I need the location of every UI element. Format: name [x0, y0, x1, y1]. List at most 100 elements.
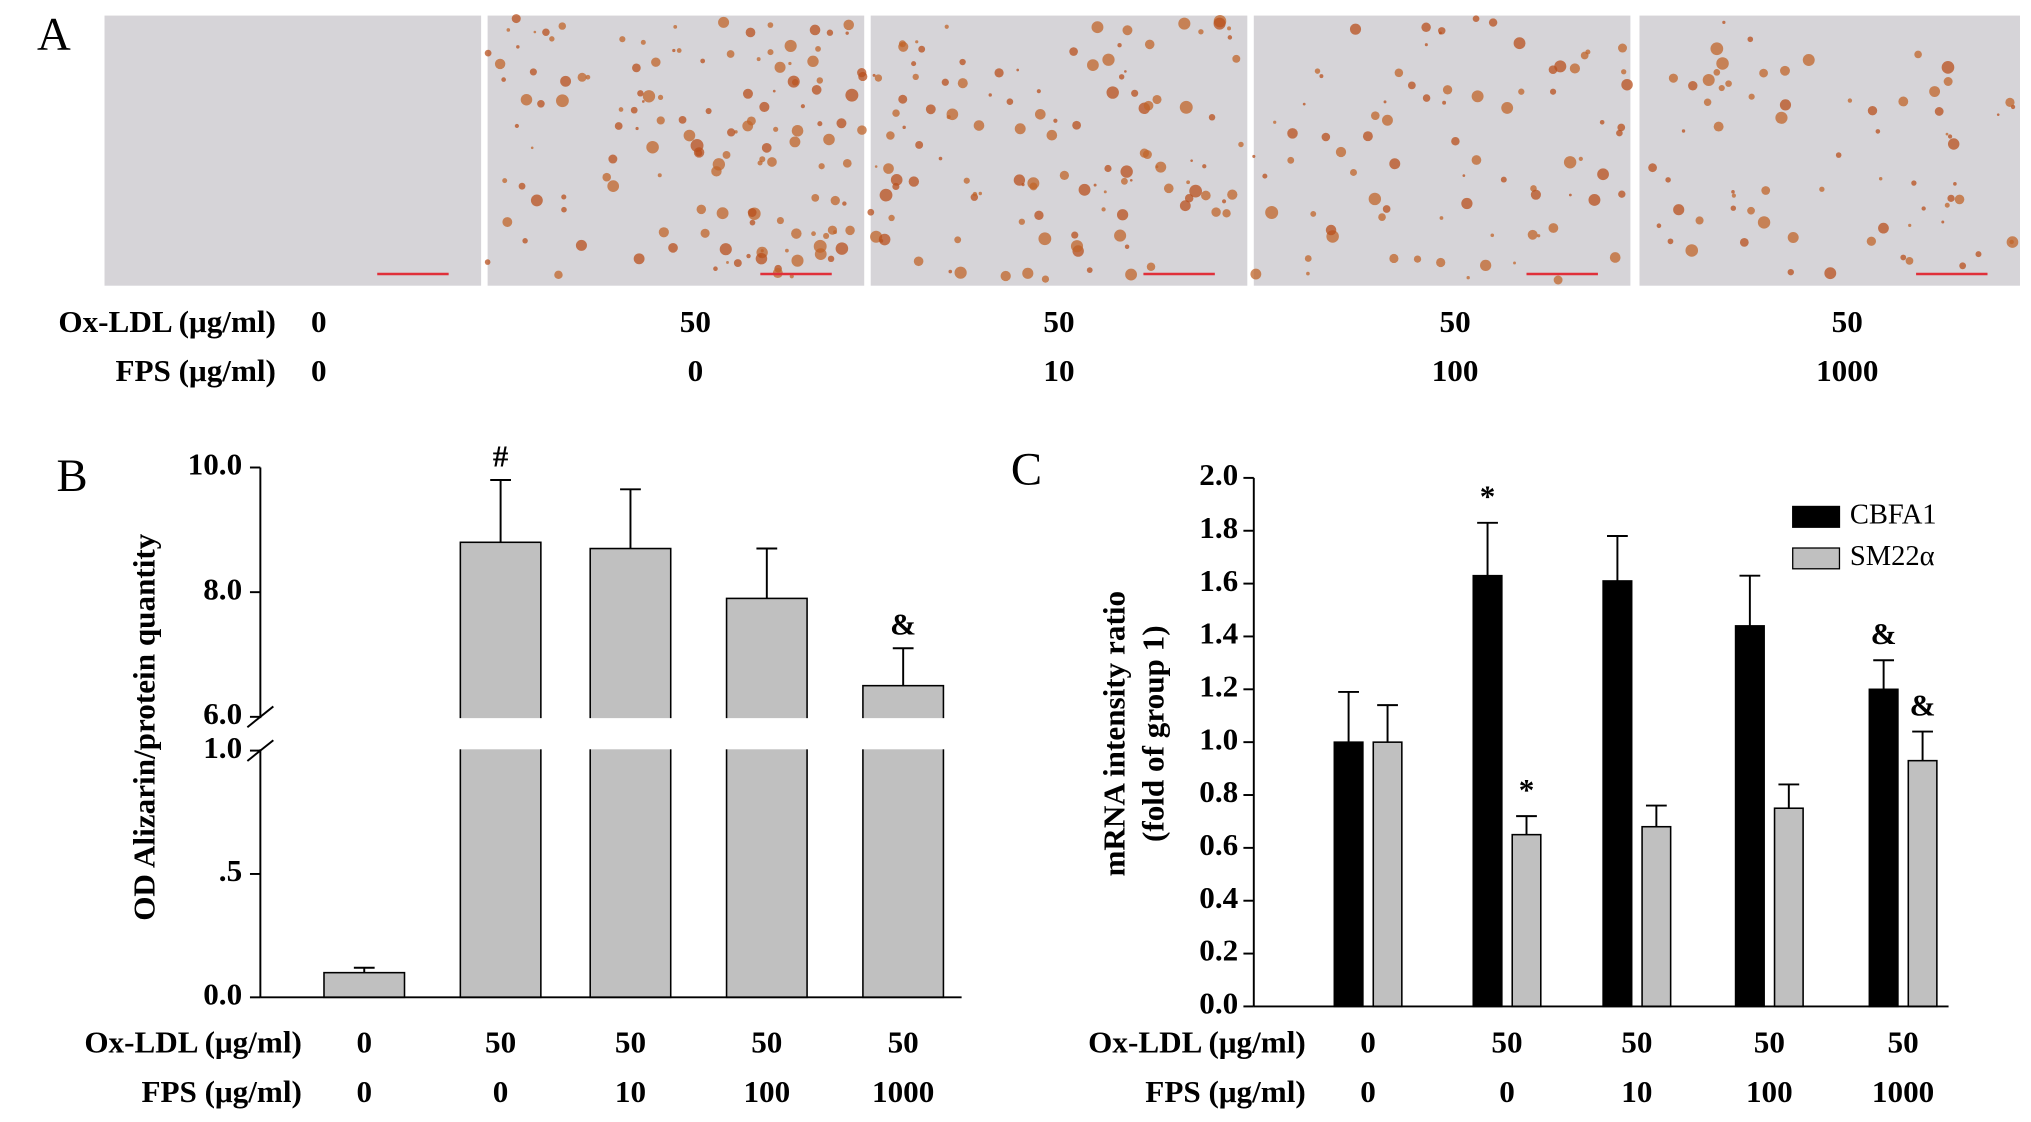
- panel-label: C: [1011, 444, 1042, 496]
- stain-spot: [1681, 129, 1686, 133]
- stain-spot: [1438, 31, 1442, 35]
- stain-spot: [898, 40, 906, 48]
- stain-spot: [842, 201, 847, 206]
- stain-spot: [1739, 238, 1749, 247]
- stain-spot: [1046, 129, 1058, 141]
- stain-spot: [549, 36, 555, 42]
- stain-spot: [726, 261, 729, 264]
- stain-spot: [501, 77, 506, 82]
- stain-spot: [857, 125, 867, 135]
- stain-spot: [1383, 100, 1387, 104]
- stain-spot: [807, 55, 819, 68]
- stain-spot: [1471, 90, 1484, 103]
- stain-spot: [826, 29, 834, 36]
- condition-value: 100: [1432, 353, 1479, 388]
- stain-spot: [1439, 216, 1444, 220]
- stain-spot: [1070, 240, 1084, 253]
- stain-spot: [1929, 86, 1941, 97]
- stain-spot: [845, 31, 849, 35]
- stain-spot: [892, 109, 900, 117]
- stain-spot: [941, 78, 949, 86]
- stain-spot: [1617, 43, 1628, 53]
- stain-spot: [1086, 267, 1093, 274]
- stain-spot: [842, 158, 852, 168]
- y-tick-label: 6.0: [203, 696, 242, 731]
- stain-spot: [1120, 165, 1133, 178]
- stain-spot: [898, 94, 908, 104]
- stain-spot: [608, 154, 618, 164]
- stain-spot: [1996, 113, 2000, 116]
- stain-spot: [1198, 29, 1204, 35]
- stain-spot: [484, 259, 491, 265]
- stain-spot: [1530, 189, 1541, 200]
- stain-spot: [700, 58, 706, 64]
- axis-break-gap: [244, 718, 962, 750]
- stain-spot: [1125, 268, 1137, 281]
- stain-spot: [1006, 98, 1014, 106]
- stain-spot: [554, 270, 563, 280]
- stain-spot: [1093, 183, 1097, 187]
- x-tick-label: 50: [888, 1025, 919, 1060]
- stain-spot: [718, 16, 730, 28]
- stain-spot: [2005, 97, 2015, 108]
- stain-spot: [772, 89, 776, 93]
- stain-spot: [1213, 17, 1226, 30]
- row-label: Ox-LDL (μg/ml): [58, 304, 276, 339]
- stain-spot: [511, 14, 521, 24]
- stain-spot: [1129, 178, 1133, 182]
- stain-spot: [716, 207, 729, 220]
- stain-spot: [746, 116, 756, 126]
- stain-spot: [1667, 238, 1674, 245]
- stain-spot: [1222, 209, 1231, 218]
- stain-spot: [948, 269, 953, 274]
- stain-spot: [879, 188, 893, 202]
- stain-spot: [1568, 193, 1572, 197]
- stain-spot: [1104, 164, 1112, 173]
- stain-spot: [1078, 183, 1091, 196]
- condition-value: 50: [1440, 304, 1471, 339]
- stain-spot: [1501, 101, 1514, 114]
- stain-spot: [767, 157, 777, 167]
- stain-spot: [711, 166, 722, 177]
- stain-spot: [1036, 89, 1041, 94]
- stain-spot: [1518, 88, 1525, 95]
- stain-spot: [1211, 207, 1221, 217]
- x-row-label: Ox-LDL (μg/ml): [84, 1025, 302, 1060]
- stain-spot: [1713, 121, 1724, 132]
- stain-spot: [672, 48, 676, 53]
- stain-spot: [1480, 259, 1492, 271]
- stain-spot: [1287, 156, 1295, 164]
- stain-spot: [1314, 68, 1321, 74]
- stain-spot: [1155, 161, 1167, 173]
- stain-spot: [1101, 207, 1106, 212]
- stain-spot: [818, 163, 825, 170]
- stain-spot: [558, 22, 567, 30]
- bar: [1773, 807, 1804, 1008]
- stain-spot: [516, 45, 520, 49]
- stain-spot: [1875, 129, 1881, 134]
- stain-spot: [1702, 73, 1715, 86]
- stain-spot: [874, 165, 878, 168]
- stain-spot: [791, 124, 804, 137]
- stain-spot: [502, 217, 513, 227]
- stain-spot: [874, 74, 883, 82]
- stain-spot: [1124, 70, 1127, 73]
- stain-spot: [1038, 232, 1052, 246]
- bar: [1333, 741, 1364, 1008]
- stain-spot: [506, 28, 511, 32]
- stain-spot: [1802, 54, 1815, 66]
- stain-spot: [963, 177, 970, 184]
- panel-label: A: [37, 9, 71, 61]
- stain-spot: [1648, 163, 1657, 173]
- panel-label: B: [56, 450, 87, 502]
- stain-spot: [1163, 183, 1174, 194]
- stain-spot: [1227, 35, 1233, 40]
- stain-spot: [678, 115, 687, 124]
- stain-spot: [761, 142, 772, 153]
- annotation: &: [890, 607, 916, 642]
- stain-spot: [1139, 148, 1150, 158]
- stain-spot: [1027, 177, 1040, 190]
- stain-spot: [1190, 159, 1193, 162]
- stain-spot: [1302, 102, 1306, 106]
- stain-spot: [1731, 190, 1735, 194]
